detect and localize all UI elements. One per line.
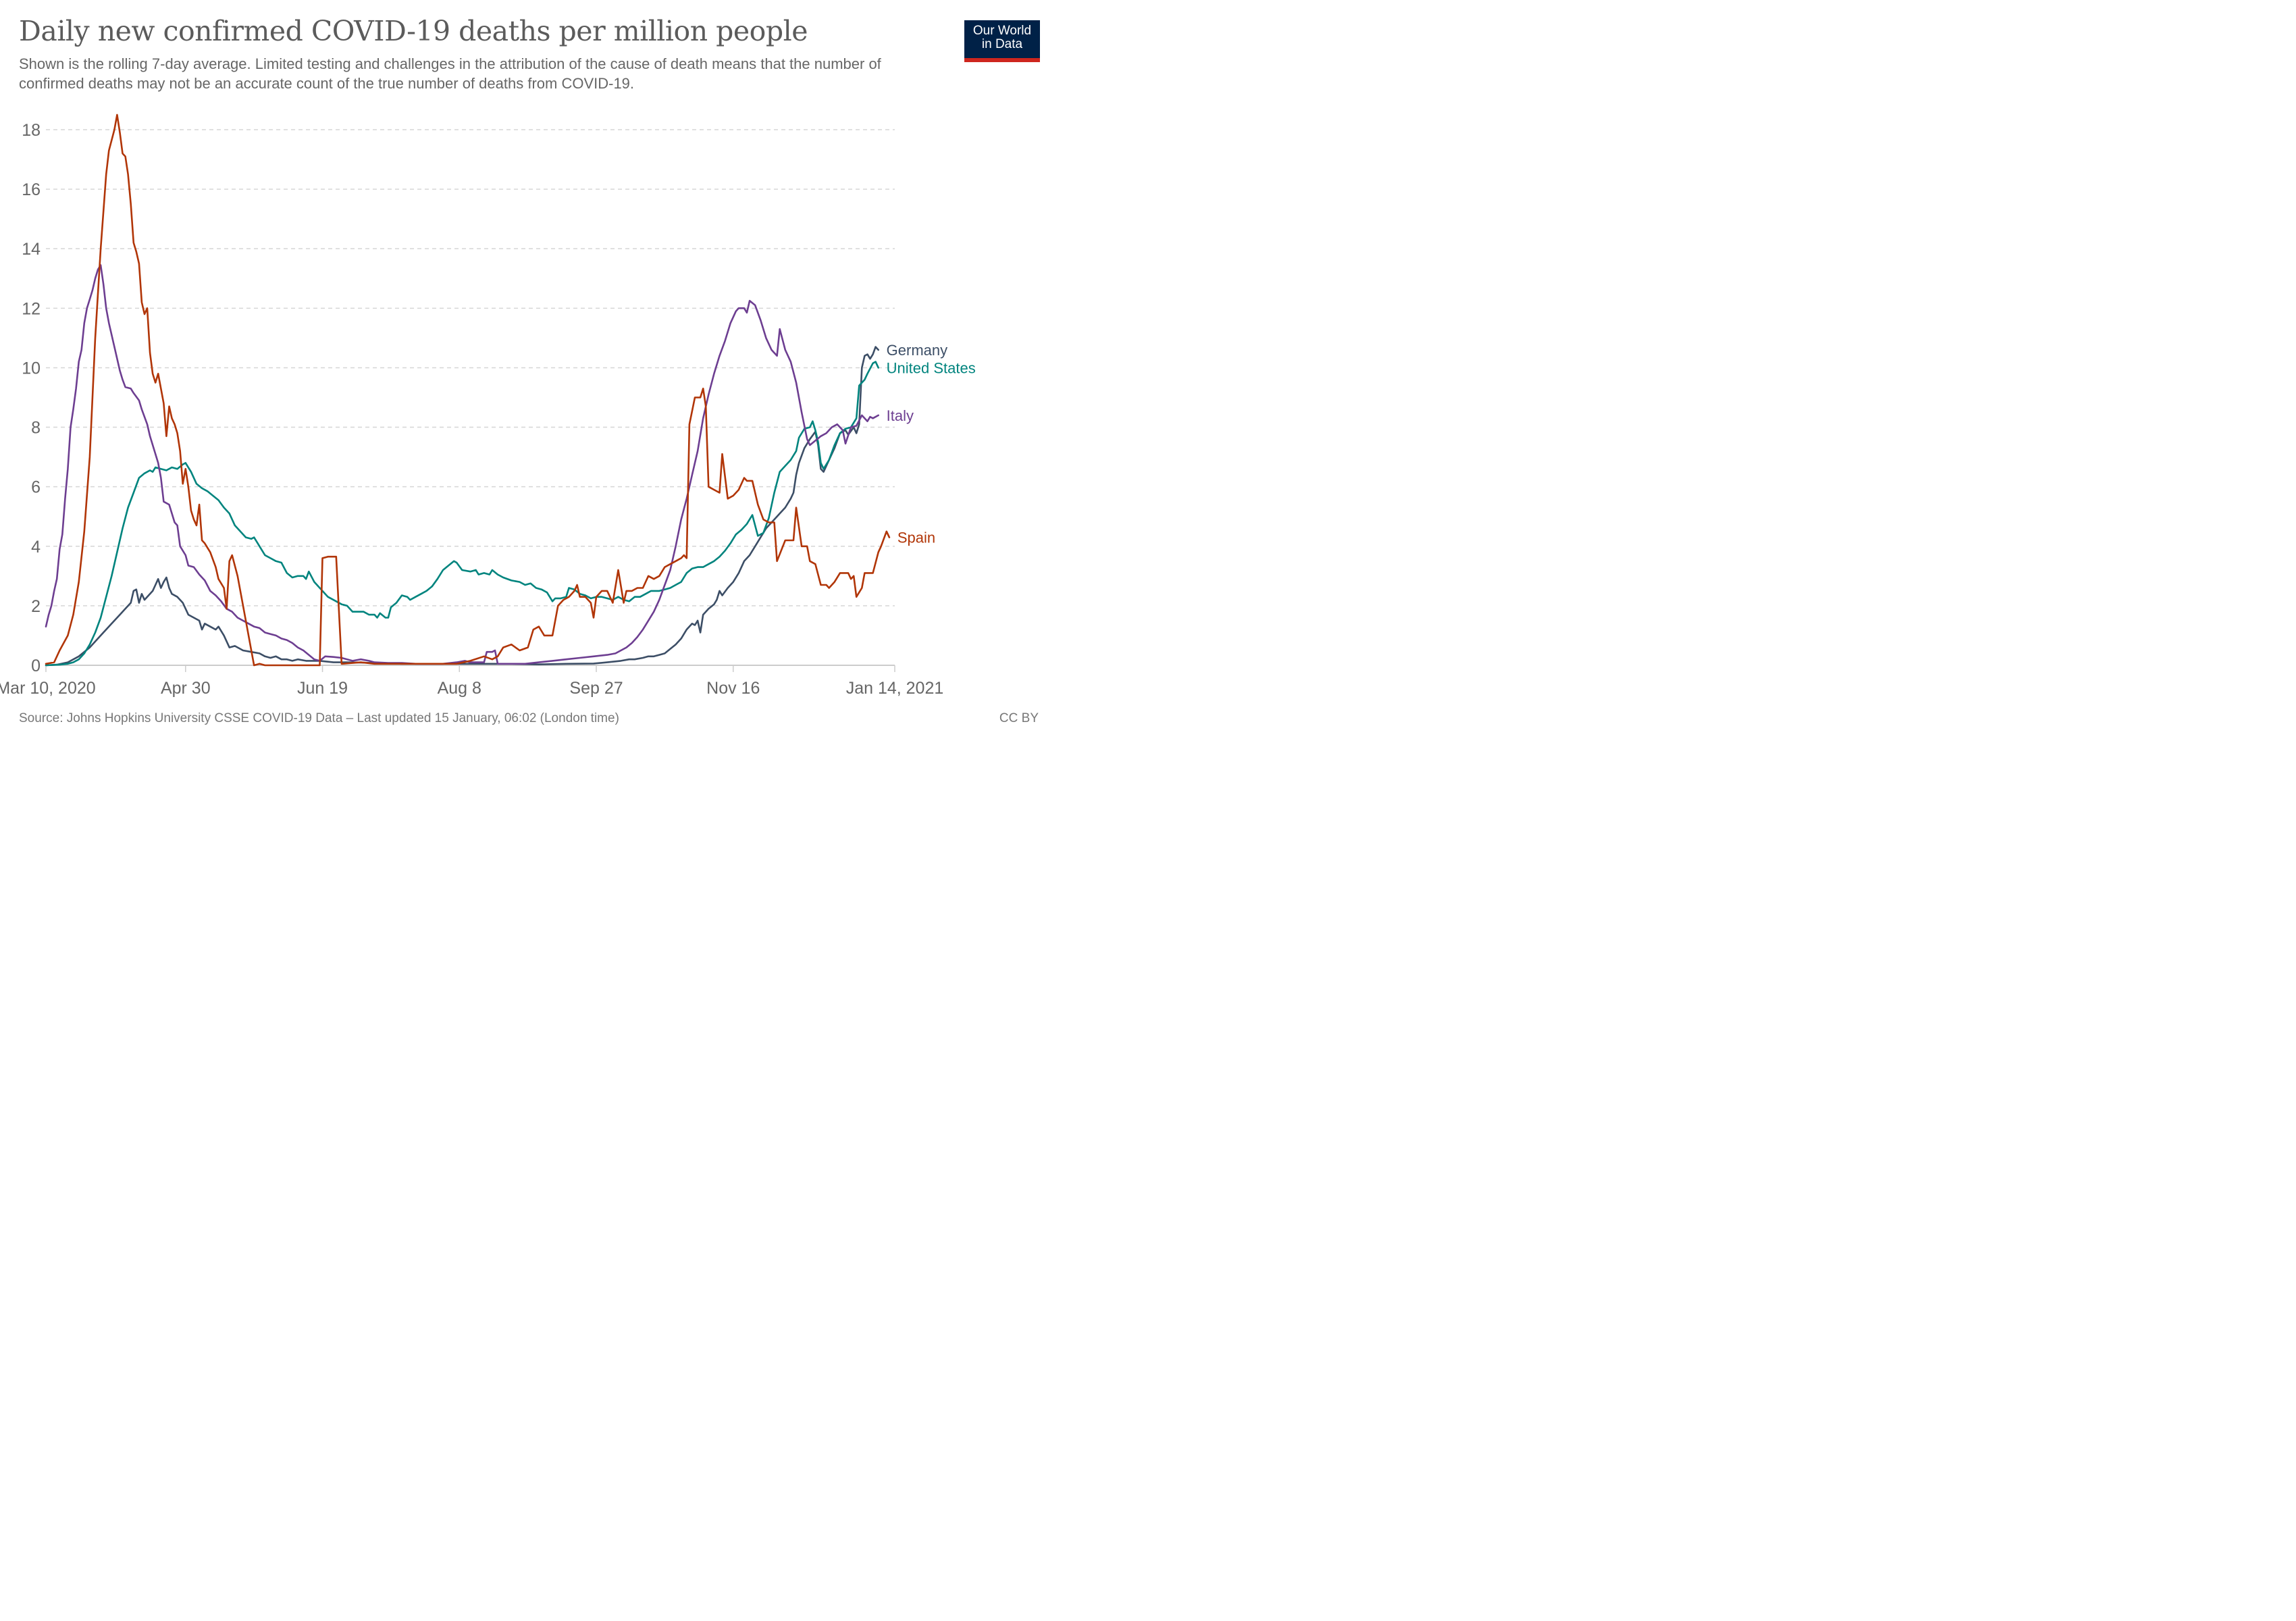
- x-tick-label: Apr 30: [161, 679, 211, 698]
- logo-line-1: Our World: [972, 24, 1032, 38]
- license-link[interactable]: CC BY: [999, 711, 1039, 725]
- series-lines: [45, 113, 891, 667]
- logo-accent-bar: [964, 58, 1040, 62]
- y-tick-label: 0: [31, 657, 41, 675]
- source-note: Source: Johns Hopkins University CSSE CO…: [19, 711, 619, 725]
- y-tick-label: 6: [31, 478, 41, 497]
- x-tick-label: Sep 27: [569, 679, 623, 698]
- y-tick-label: 12: [22, 299, 41, 318]
- chart-subtitle: Shown is the rolling 7-day average. Limi…: [19, 55, 881, 92]
- x-tick-label: Jan 14, 2021: [846, 679, 944, 698]
- y-tick-label: 18: [22, 121, 41, 140]
- axes: 0 2 4 6 8 10 12 14 16 18 Mar 10, 2020 Apr 30 Jun 19 A…: [0, 121, 943, 698]
- x-tick-label: Mar 10, 2020: [0, 679, 96, 698]
- grid-lines: [46, 129, 895, 607]
- owid-logo[interactable]: Our World in Data: [964, 20, 1040, 62]
- y-tick-label: 8: [31, 419, 41, 438]
- series-line-spain[interactable]: [45, 113, 891, 667]
- line-chart: 0 2 4 6 8 10 12 14 16 18 Mar 10, 2020 Apr 30 Jun 19 A…: [0, 113, 976, 698]
- series-label-italy[interactable]: Italy: [887, 407, 914, 424]
- x-tick-label: Aug 8: [438, 679, 481, 698]
- y-tick-label: 10: [22, 359, 41, 378]
- x-tick-label: Nov 16: [706, 679, 760, 698]
- y-tick-label: 2: [31, 597, 41, 616]
- series-line-united-states[interactable]: [45, 361, 879, 667]
- y-tick-label: 16: [22, 180, 41, 199]
- series-label-united-states[interactable]: United States: [887, 359, 976, 376]
- x-tick-label: Jun 19: [297, 679, 348, 698]
- chart-title: Daily new confirmed COVID-19 deaths per …: [19, 15, 808, 47]
- y-tick-label: 4: [31, 538, 41, 557]
- logo-line-2: in Data: [981, 37, 1023, 51]
- series-label-germany[interactable]: Germany: [887, 342, 947, 359]
- series-line-germany[interactable]: [45, 346, 879, 667]
- y-tick-label: 14: [22, 240, 41, 259]
- series-label-spain[interactable]: Spain: [897, 530, 935, 546]
- series-line-italy[interactable]: [45, 264, 879, 665]
